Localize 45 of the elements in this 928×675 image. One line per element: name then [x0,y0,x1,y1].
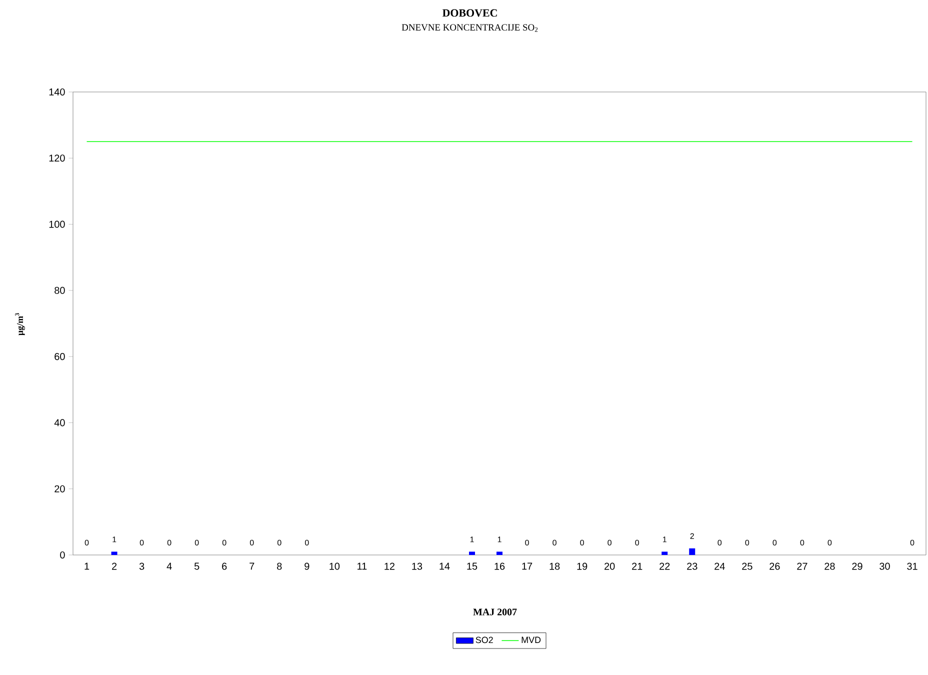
x-axis-title: MAJ 2007 [473,608,517,616]
x-tick-label: 20 [604,562,615,570]
x-tick-label: 22 [660,562,670,570]
x-tick-label: 31 [907,562,918,570]
x-tick-label: 10 [330,562,340,570]
x-tick-label: 6 [222,562,227,570]
x-tick-label: 21 [632,562,642,570]
x-tick-label: 16 [494,562,505,570]
x-tick-label: 2 [112,562,117,570]
x-tick-label: 30 [880,562,890,570]
legend-label: SO2 [476,636,493,644]
x-tick-label: 17 [522,562,532,570]
x-tick-label: 9 [304,562,310,570]
x-tick-label: 26 [770,562,780,570]
x-tick-label: 1 [84,562,90,570]
y-axis-title: µg/m$^{3}$ [15,313,25,336]
x-tick-label: 5 [194,562,200,570]
x-tick-label: 13 [412,562,422,570]
x-tick-label: 14 [440,562,450,570]
y-tick-label: 0 [60,551,65,559]
chart-title: DOBOVEC [442,9,497,17]
x-tick-label: 15 [467,562,478,570]
y-tick-label: 140 [49,88,65,96]
x-tick-label: 3 [139,562,144,570]
x-tick-label: 12 [384,562,394,570]
chart-subtitle: DNEVNE KONCENTRACIJE SO$_{2}$ [402,24,538,32]
x-tick-label: 29 [852,562,862,570]
x-tick-label: 11 [358,562,367,570]
x-tick-label: 7 [250,562,254,570]
x-tick-label: 8 [277,562,282,570]
legend-label: MVD [522,636,541,643]
y-tick-label: 60 [54,353,65,360]
x-tick-label: 19 [577,562,588,570]
y-tick-label: 80 [54,286,65,294]
x-tick-label: 18 [550,562,560,570]
y-tick-label: 120 [49,154,65,162]
y-tick-label: 100 [49,220,65,228]
y-tick-label: 40 [54,419,65,426]
x-tick-label: 27 [797,562,808,570]
x-tick-label: 24 [714,562,725,570]
x-tick-label: 23 [687,562,698,570]
x-tick-label: 4 [166,562,172,570]
y-tick-label: 20 [54,485,65,492]
x-tick-label: 25 [742,562,752,570]
x-tick-label: 28 [824,562,835,570]
